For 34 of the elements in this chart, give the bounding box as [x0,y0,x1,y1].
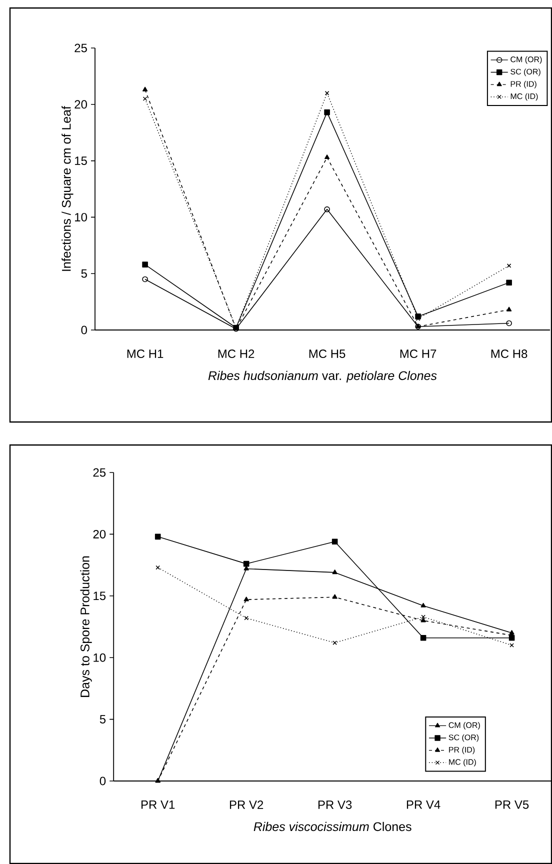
x-tick-label: PR V3 [318,800,352,810]
legend-label: MC (ID) [510,93,538,101]
x-tick-label: MC H2 [218,350,254,358]
y-tick-label: 25 [93,468,106,477]
y-tick-label: 10 [94,653,106,662]
y-axis-title: Days to Spore Production [80,556,92,697]
y-tick-label: 10 [75,212,87,222]
x-tick-label: PR V4 [406,800,440,809]
x-tick-label: PR V2 [230,800,264,809]
y-tick-label: 5 [100,715,106,724]
x-tick-label: MC H1 [127,350,164,358]
y-tick-label: 0 [100,776,106,786]
legend-label: CM (OR) [448,722,480,730]
x-tick-label: PR V1 [141,800,175,809]
y-tick-label: 15 [94,592,106,600]
legend-label: SC (OR) [448,734,479,742]
x-axis-title: Ribes hudsonianum var. petiolare Clones [208,370,437,383]
legend-label: SC (OR) [510,68,540,76]
legend-label: CM (OR) [510,56,542,64]
y-tick-label: 20 [93,530,106,538]
y-tick-label: 0 [81,326,88,334]
y-tick-label: 15 [75,156,87,165]
legend-label: PR (ID) [449,746,475,754]
x-tick-label: MC H8 [491,350,528,358]
legend-label: MC (ID) [449,758,476,766]
y-tick-label: 5 [81,269,87,278]
x-tick-label: PR V5 [495,800,529,809]
x-tick-label: MC H5 [309,350,346,358]
y-tick-label: 25 [74,44,87,52]
x-tick-label: MC H7 [400,350,436,358]
legend-label: PR (ID) [510,80,536,88]
x-axis-title: Ribes viscocissimum Clones [254,822,412,832]
y-axis-title: Infections / Square cm of Leaf [62,106,74,271]
y-tick-label: 20 [74,100,87,109]
